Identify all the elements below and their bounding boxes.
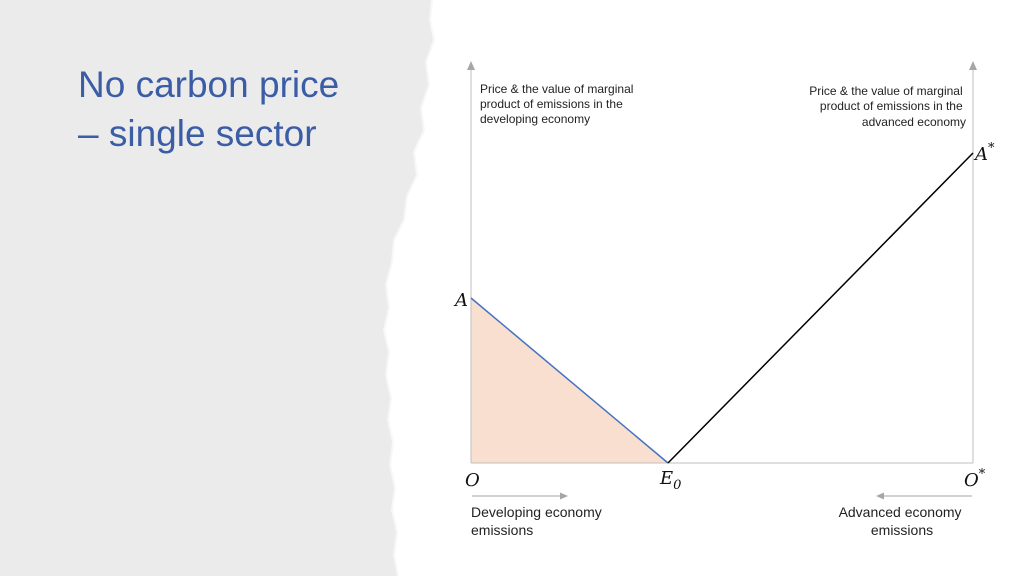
right-axis-arrowhead	[969, 61, 977, 70]
developing-emissions-arrowhead	[560, 492, 568, 500]
origin-o-label: O	[465, 470, 480, 491]
right-axis-caption: Price & the value of marginal product of…	[809, 84, 966, 129]
torn-paper-background	[0, 0, 436, 576]
developing-emissions-caption: Developing economy emissions	[471, 504, 606, 538]
left-axis-caption: Price & the value of marginal product of…	[480, 82, 637, 126]
origin-o-star-label: O*	[964, 467, 986, 491]
point-e0-label: E0	[659, 468, 681, 493]
torn-paper-shape	[0, 0, 434, 576]
slide-title-line-1: No carbon price	[78, 64, 340, 105]
advanced-emissions-arrowhead	[876, 492, 884, 500]
left-axis-arrowhead	[467, 61, 475, 70]
slide-title-line-2: – single sector	[78, 113, 317, 154]
point-a-label: A	[453, 290, 468, 311]
developing-mpe-curve	[470, 297, 669, 464]
torn-paper-edge	[382, 0, 436, 576]
slide-title: No carbon price – single sector	[78, 60, 408, 158]
point-a-star-label: A*	[973, 141, 995, 165]
advanced-mpe-curve	[667, 152, 974, 464]
advanced-emissions-caption: Advanced economy emissions	[839, 504, 966, 538]
